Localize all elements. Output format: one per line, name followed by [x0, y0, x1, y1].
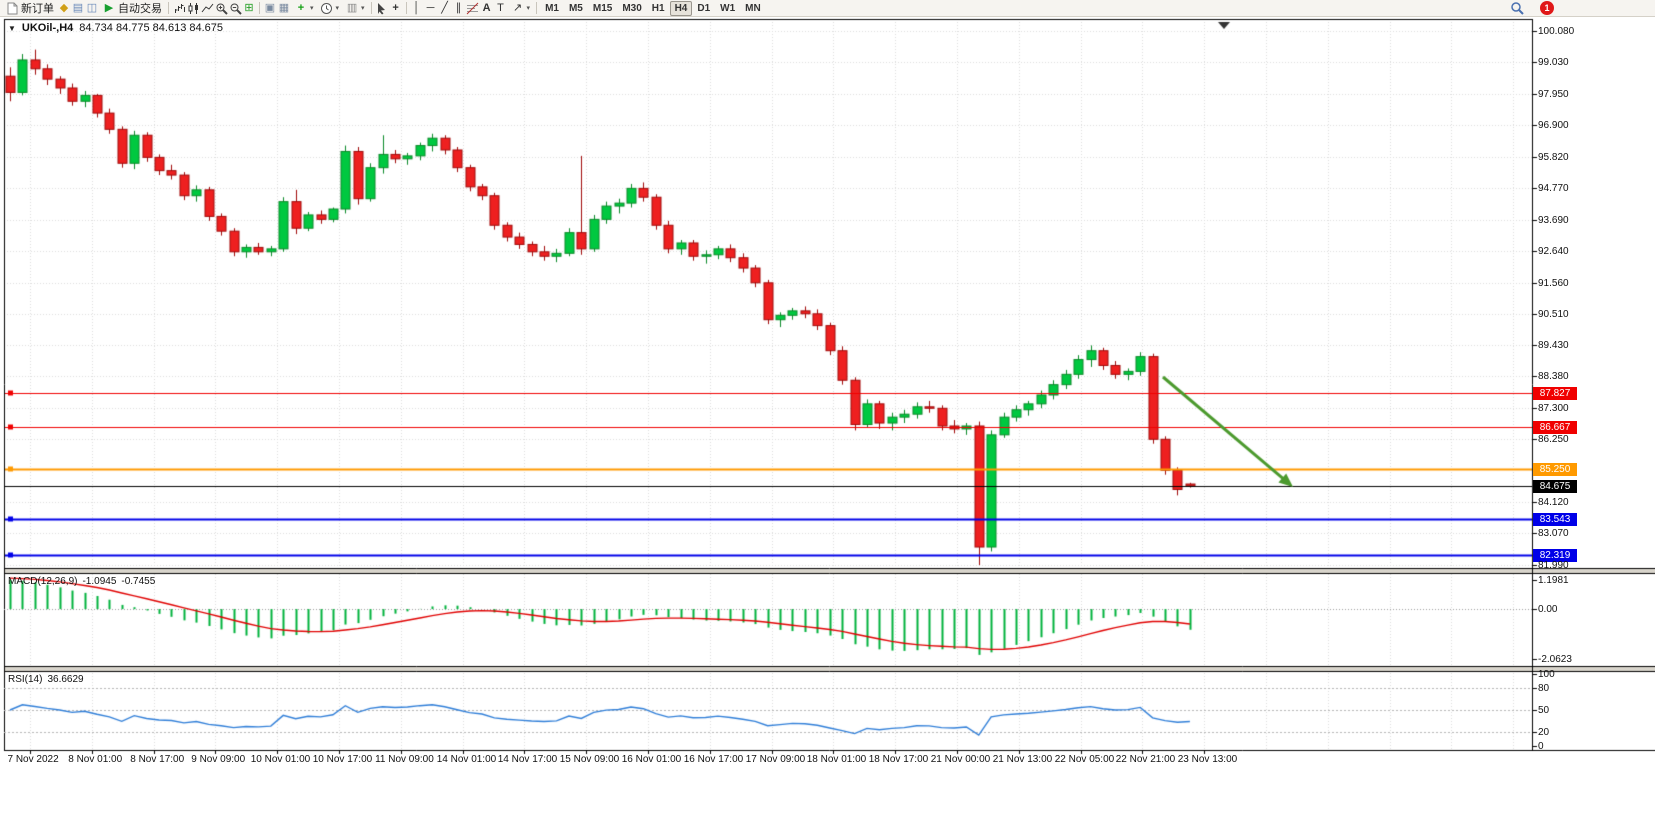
arrow-shapes-icon: ↗: [512, 2, 523, 14]
market-watch-icon[interactable]: ▤: [72, 2, 84, 14]
indicators-add-icon: +: [297, 2, 305, 14]
timeframe-mn[interactable]: MN: [745, 2, 761, 14]
timeframe-m15[interactable]: M15: [592, 2, 613, 14]
bars-chart-icon[interactable]: [172, 1, 186, 15]
arrow-shapes-button[interactable]: ↗ ▾: [508, 0, 534, 16]
navigator-icon[interactable]: ◫: [86, 2, 98, 14]
templates-button[interactable]: ▥ ▾: [342, 0, 368, 16]
search-icon[interactable]: [1510, 1, 1524, 15]
new-order-icon: [5, 1, 19, 15]
candlestick-chart-icon[interactable]: [186, 1, 200, 15]
text-icon[interactable]: A: [482, 2, 491, 14]
trendline-icon[interactable]: ╱: [441, 2, 448, 14]
timeframe-h4[interactable]: H4: [669, 0, 693, 16]
timeframe-w1[interactable]: W1: [720, 2, 736, 14]
equidistant-channel-icon[interactable]: ∥: [455, 2, 462, 14]
toolbar-separator: [370, 2, 372, 14]
new-order-label: 新订单: [21, 3, 54, 15]
notification-badge[interactable]: 1: [1540, 1, 1554, 15]
periods-clock-icon: [320, 1, 334, 15]
toolbar-separator: [405, 2, 407, 14]
horizontal-line-icon[interactable]: ─: [426, 2, 435, 14]
fibonacci-icon[interactable]: [466, 1, 480, 15]
caret-down-icon: ▾: [526, 5, 531, 12]
tile-windows-icon[interactable]: ⊞: [244, 2, 254, 14]
text-label-icon[interactable]: T: [497, 2, 504, 14]
crosshair-icon[interactable]: +: [392, 2, 399, 14]
timeframe-m5[interactable]: M5: [568, 2, 583, 14]
toolbar-separator: [536, 2, 538, 14]
autotrading-label: 自动交易: [118, 3, 162, 15]
vertical-line-icon[interactable]: │: [413, 2, 420, 14]
periods-button[interactable]: ▾: [317, 0, 343, 16]
toolbar-separator: [259, 2, 260, 14]
toolbar-right-cluster: 1: [1510, 1, 1554, 15]
toolbar-separator: [168, 2, 169, 14]
timeframe-m1[interactable]: M1: [545, 2, 559, 14]
cursor-icon[interactable]: [375, 1, 389, 15]
autotrading-button[interactable]: ▶ 自动交易: [99, 0, 165, 16]
autotrading-play-icon: ▶: [104, 2, 114, 14]
timeframe-d1[interactable]: D1: [697, 2, 711, 14]
line-chart-icon[interactable]: [200, 1, 214, 15]
timeframe-h1[interactable]: H1: [651, 2, 665, 14]
charts-grid-icon[interactable]: ◆: [59, 2, 69, 14]
arrange-windows-icon[interactable]: ▦: [278, 2, 290, 14]
caret-down-icon: ▾: [361, 5, 365, 12]
zoom-in-icon[interactable]: [214, 1, 228, 15]
caret-down-icon: ▾: [335, 5, 340, 12]
indicators-button[interactable]: + ▾: [291, 0, 317, 16]
timeframe-m30[interactable]: M30: [622, 2, 642, 14]
zoom-out-icon[interactable]: [228, 1, 242, 15]
cascade-windows-icon[interactable]: ▣: [264, 2, 276, 14]
toolbar: 新订单 ◆ ▤ ◫ ▶ 自动交易 ⊞ ▣ ▦ + ▾: [0, 0, 1655, 17]
caret-down-icon: ▾: [310, 5, 314, 12]
new-order-button[interactable]: 新订单: [2, 0, 57, 16]
templates-icon: ▥: [346, 2, 358, 14]
